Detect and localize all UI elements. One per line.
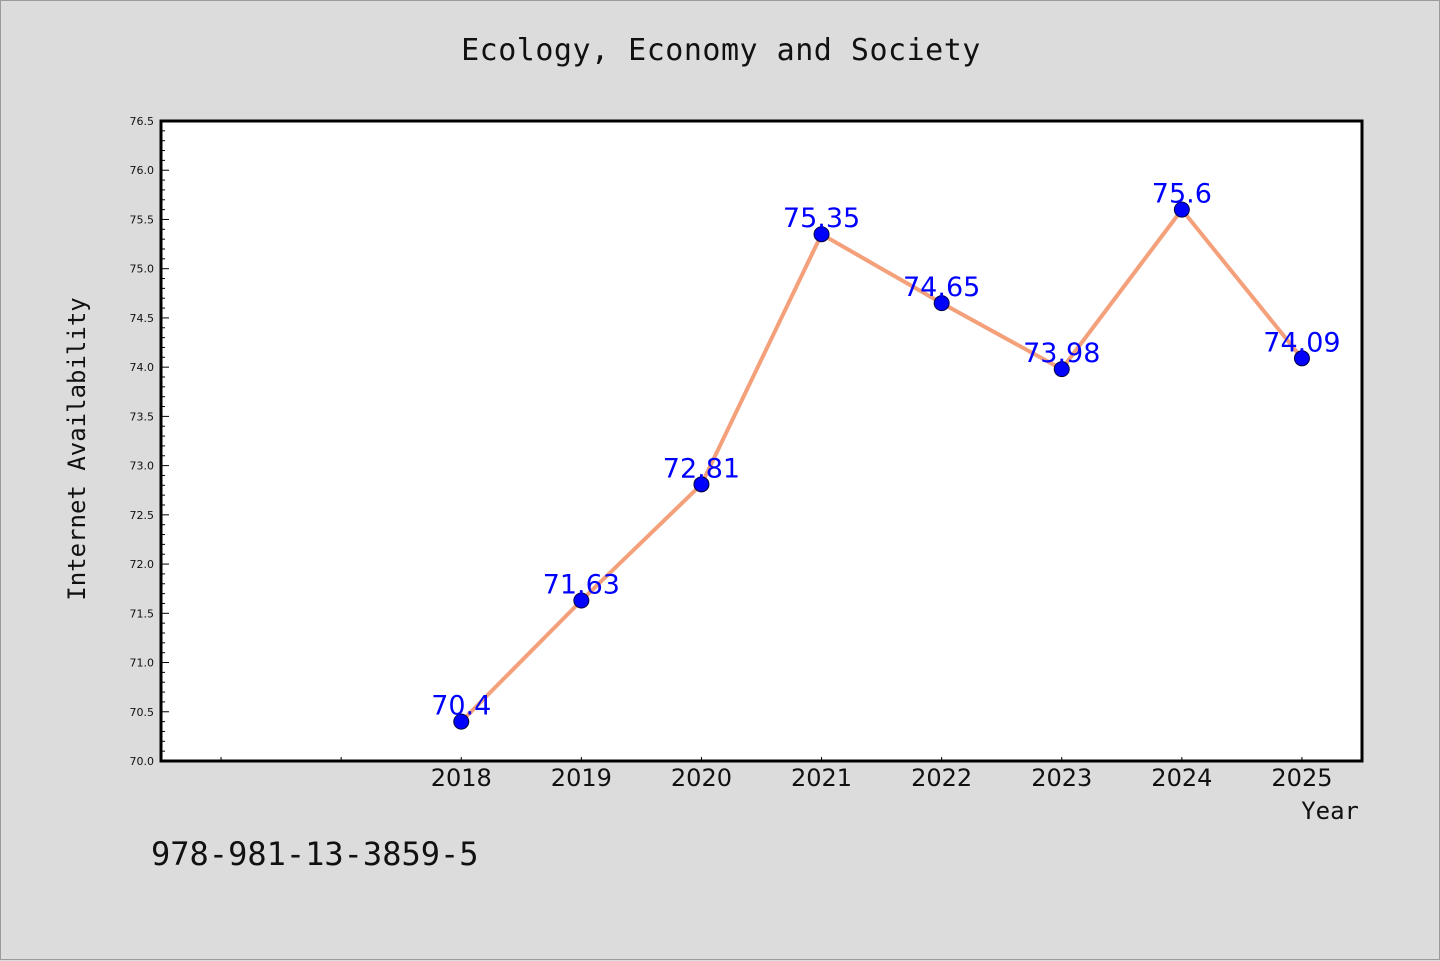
isbn-text: 978-981-13-3859-5 [151,835,479,873]
plot-area [161,121,1362,761]
data-label: 74.09 [1263,327,1340,358]
data-label: 74.65 [903,272,980,303]
data-label: 70.4 [431,691,491,722]
y-tick-label: 72.5 [130,509,155,522]
y-tick-label: 76.0 [130,164,155,177]
y-tick-label: 74.5 [130,312,155,325]
data-point [1173,201,1190,218]
series-line [459,207,1304,724]
data-label: 71.63 [543,570,620,601]
data-label: 75.6 [1152,179,1212,210]
x-tick-label: 2025 [1271,764,1332,792]
x-tick-label: 2023 [1031,764,1092,792]
y-tick-label: 73.0 [130,460,155,473]
y-tick-label: 75.0 [130,263,155,276]
data-point [933,295,950,312]
y-tick-label: 75.5 [130,213,155,226]
data-point [813,226,830,243]
data-point [573,592,590,609]
y-tick-label: 71.0 [130,657,155,670]
x-tick-label: 2021 [791,764,852,792]
chart-title: Ecology, Economy and Society [461,33,981,68]
data-point [1293,350,1310,367]
data-point [453,713,470,730]
x-tick-label: 2019 [551,764,612,792]
data-label: 73.98 [1023,338,1100,369]
y-tick-label: 76.5 [130,115,155,128]
y-tick-label: 74.0 [130,361,155,374]
data-point [1053,361,1070,378]
y-tick-label: 70.5 [130,706,155,719]
data-label: 75.35 [783,203,860,234]
plot-frame [159,119,1364,763]
x-tick-label: 2024 [1151,764,1212,792]
y-tick-label: 73.5 [130,410,155,423]
data-point [693,476,710,493]
y-tick-label: 72.0 [130,558,155,571]
x-tick-label: 2020 [671,764,732,792]
x-tick-label: 2018 [431,764,492,792]
x-tick-label: 2022 [911,764,972,792]
y-tick-label: 71.5 [130,607,155,620]
data-label: 72.81 [663,453,740,484]
y-tick-label: 70.0 [130,755,155,768]
x-axis-label: Year [1301,797,1359,825]
